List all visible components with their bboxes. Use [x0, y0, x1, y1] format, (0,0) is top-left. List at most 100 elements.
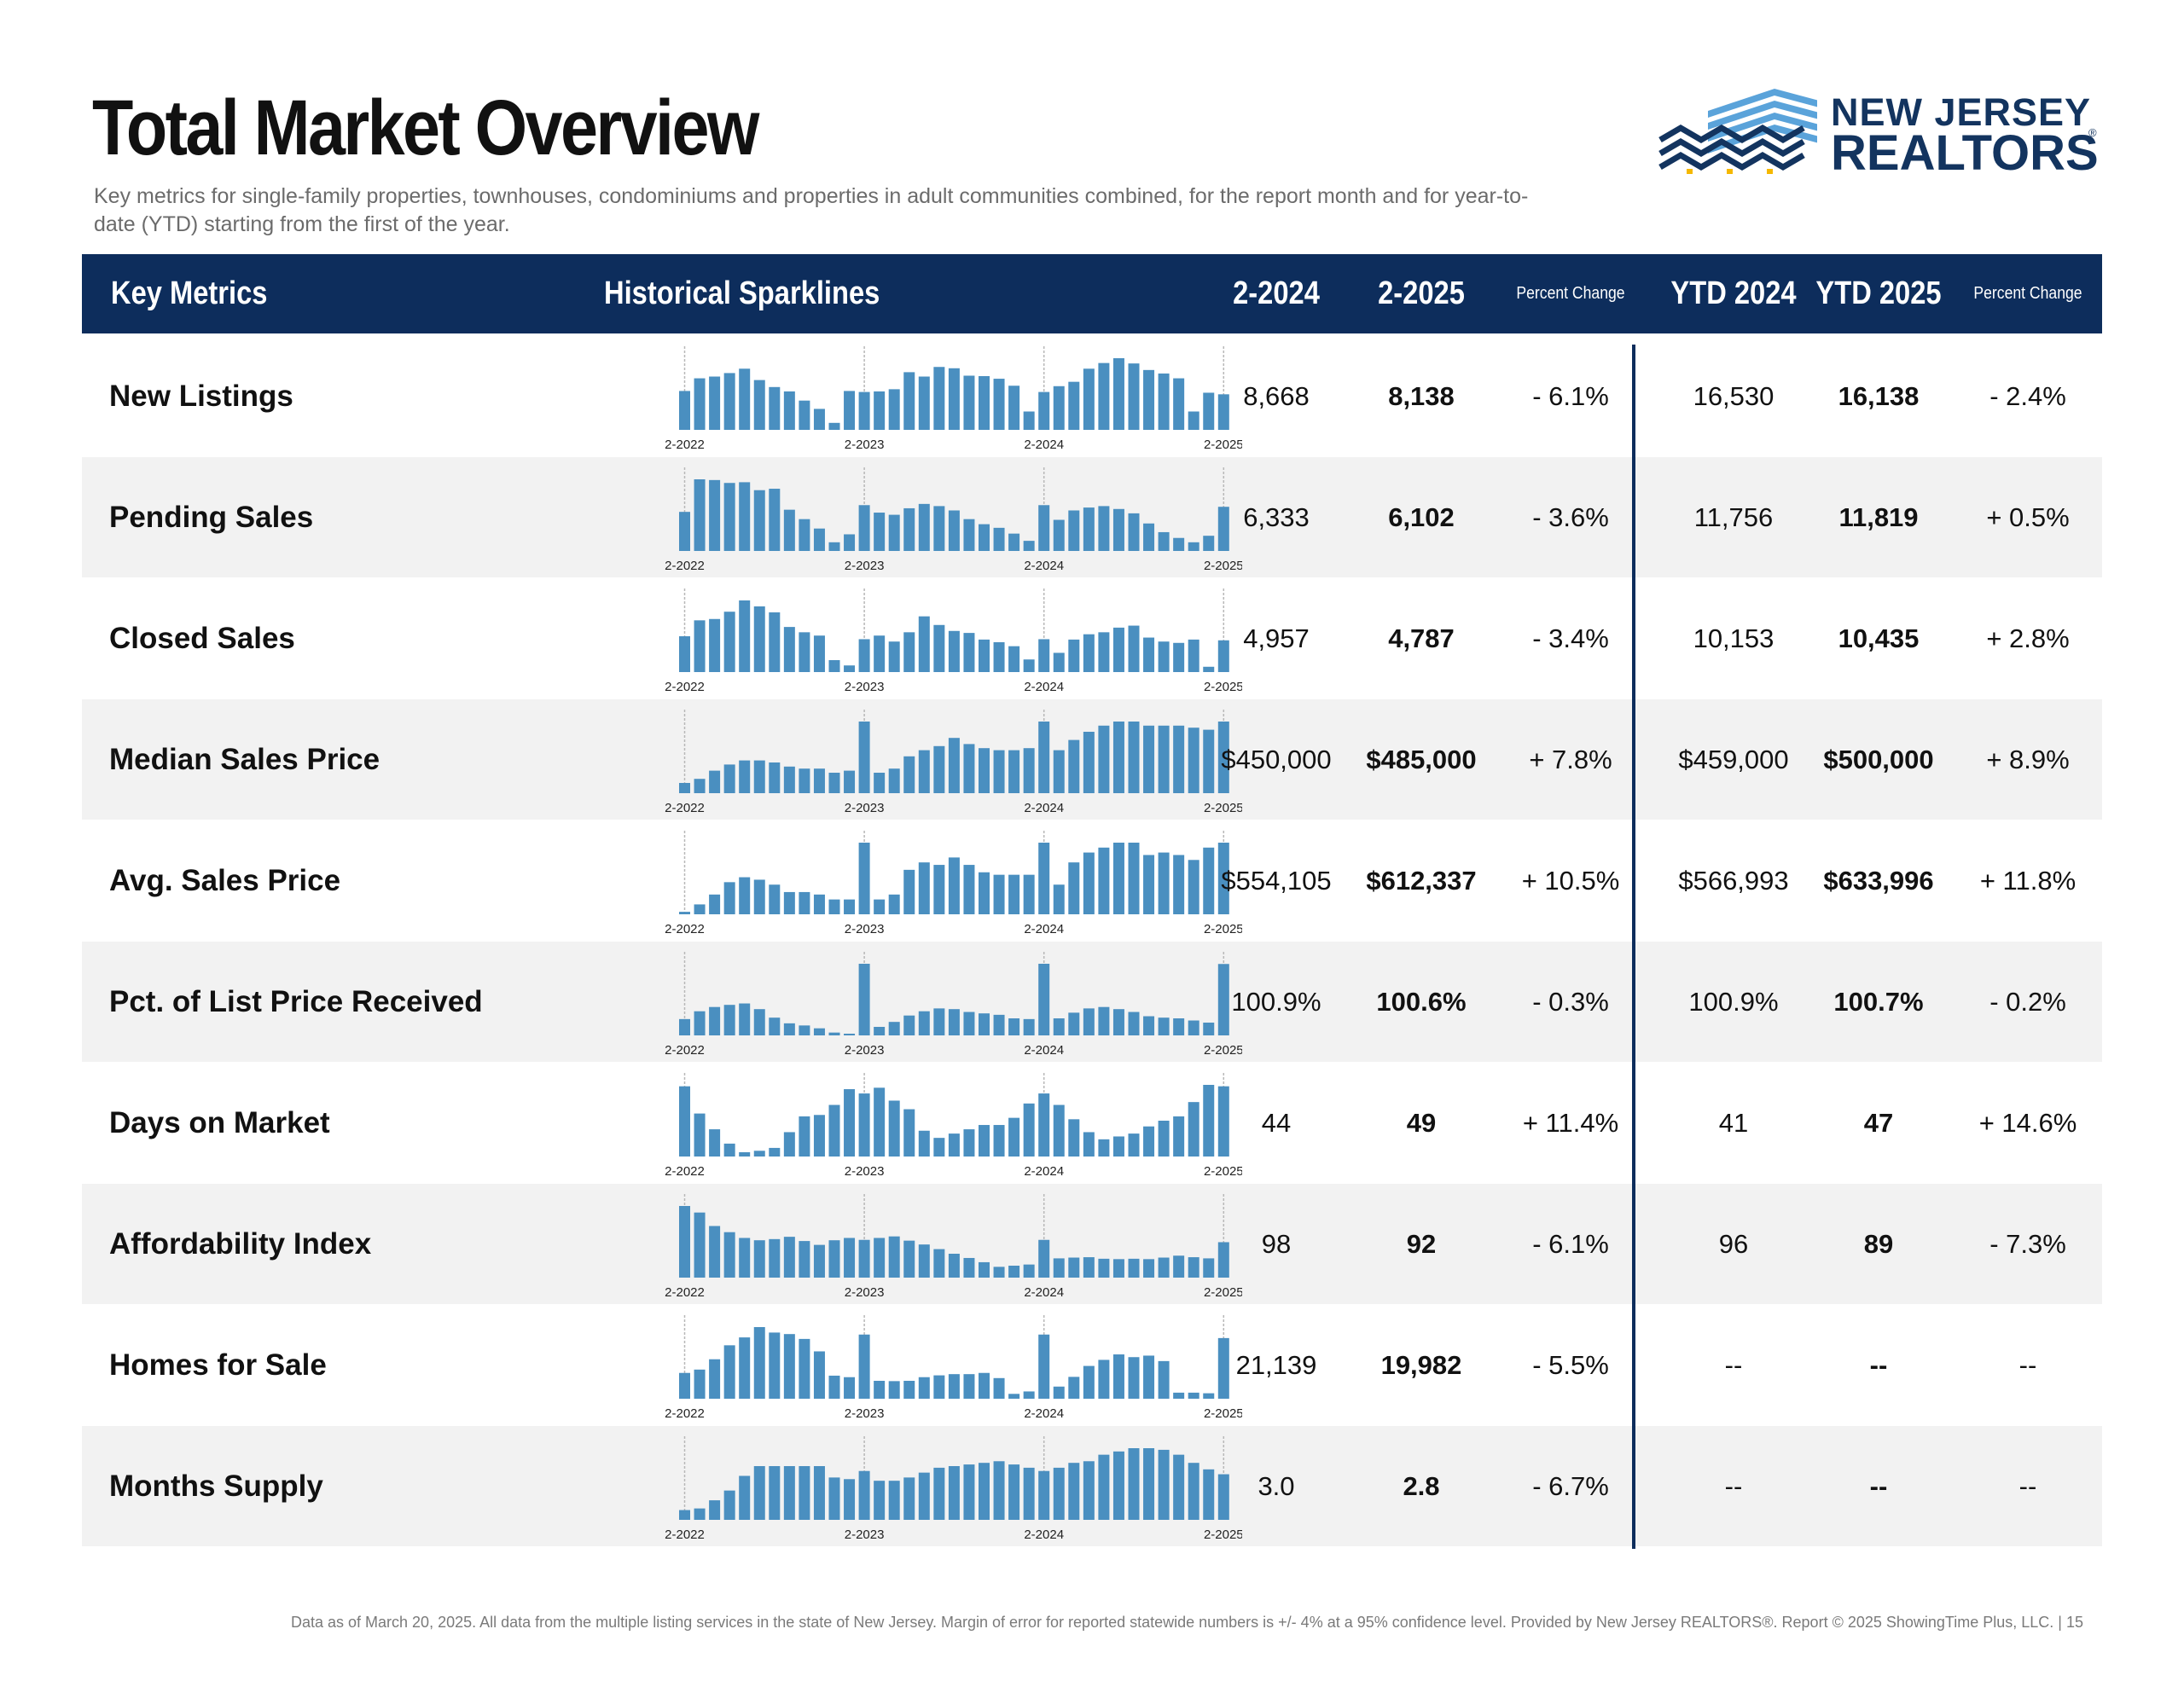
page-footer: Data as of March 20, 2025. All data from…	[290, 1614, 2083, 1631]
sparkline-bar	[874, 1481, 886, 1520]
ytd-pct-change: - 0.2%	[1989, 987, 2066, 1017]
sparkline-bar	[1203, 729, 1215, 793]
sparkline-bar	[1098, 725, 1110, 793]
sparkline-bar	[874, 1238, 886, 1278]
sparkline-bar	[903, 632, 915, 672]
sparkline-bar	[1188, 639, 1199, 672]
sparkline-bar	[1217, 1474, 1229, 1520]
sparkline-bar	[1128, 1133, 1140, 1157]
sparkline-bar	[1188, 411, 1199, 430]
value-2025: 100.6%	[1376, 987, 1467, 1017]
value-2024: 100.9%	[1231, 987, 1321, 1017]
sparkline-bar	[813, 1351, 825, 1399]
sparkline-bar	[1068, 1257, 1080, 1278]
sparkline-bar	[903, 1240, 915, 1278]
sparkline-bar	[903, 372, 915, 430]
sparkline-bar	[858, 1093, 870, 1157]
logo-line-2: REALTORS	[1831, 125, 2099, 181]
sparkline-bar	[1083, 1365, 1095, 1399]
sparkline-bar	[1173, 725, 1185, 793]
header-ytd-pct-change: Percent Change	[1973, 284, 2082, 303]
ytd-pct-change: + 0.5%	[1986, 502, 2070, 532]
sparkline-bar	[1038, 964, 1050, 1035]
sparkline-bar	[874, 1087, 886, 1157]
sparkline-bar	[979, 1261, 990, 1278]
sparkline-bar	[918, 376, 930, 430]
value-2025: 19,982	[1380, 1350, 1462, 1380]
sparkline-bar	[799, 1338, 810, 1399]
sparkline-bar	[888, 1481, 900, 1520]
sparkline-bar	[1023, 1264, 1035, 1278]
sparkline-tick-label: 2-2023	[845, 1406, 885, 1421]
sparkline-bar	[1038, 1334, 1050, 1399]
sparkline-bar	[723, 612, 735, 672]
ytd-2024: --	[1724, 1471, 1743, 1501]
sparkline-tick-label: 2-2025	[1204, 1043, 1242, 1058]
sparkline-bar	[783, 509, 795, 551]
sparkline-bar	[948, 368, 960, 430]
sparkline-tick-label: 2-2025	[1204, 1528, 1242, 1542]
sparkline-bar	[1038, 1239, 1050, 1278]
sparkline-bar	[828, 1240, 840, 1278]
sparkline-chart: 2-2022 2-2023 2-2024 2-2025	[665, 710, 1242, 815]
sparkline-bar	[1098, 1258, 1110, 1278]
sparkline-bar	[844, 1089, 856, 1157]
sparkline-bar	[1143, 1126, 1155, 1157]
sparkline-bar	[1217, 1337, 1229, 1399]
sparkline-bar	[1098, 1359, 1110, 1399]
page-subtitle: Key metrics for single-family properties…	[94, 184, 1529, 236]
sparkline-bar	[694, 1369, 706, 1399]
sparkline-bar	[679, 636, 690, 672]
sparkline-bar	[769, 489, 781, 551]
sparkline-bar	[1008, 646, 1020, 672]
sparkline-bar	[948, 510, 960, 551]
sparkline-bar	[723, 764, 735, 793]
sparkline-bar	[993, 642, 1005, 672]
sparkline-bar	[1158, 641, 1170, 672]
sparkline-bar	[979, 376, 990, 430]
table-row: Days on Market 2-2022 2-2023 2-2024 2-2025 44…	[82, 1063, 2102, 1183]
ytd-2025: 10,435	[1838, 623, 1920, 653]
sparkline-bar	[918, 1130, 930, 1157]
sparkline-bar	[963, 1257, 975, 1278]
sparkline-bar	[1143, 1016, 1155, 1035]
sparkline-bar	[1203, 1258, 1215, 1278]
sparkline-bar	[1053, 519, 1065, 551]
sparkline-bar	[1112, 627, 1124, 672]
pct-change: - 5.5%	[1532, 1350, 1609, 1380]
sparkline-bar	[1023, 874, 1035, 914]
table-row: New Listings 2-2022 2-2023 2-2024 2-2025 8,66…	[82, 336, 2102, 456]
sparkline-bar	[813, 1028, 825, 1035]
sparkline-bar	[963, 1012, 975, 1035]
sparkline-bar	[1112, 508, 1124, 551]
ytd-pct-change: --	[2018, 1350, 2037, 1380]
sparkline-bar	[1217, 507, 1229, 551]
sparkline-bar	[1068, 381, 1080, 430]
sparkline-tick-label: 2-2025	[1204, 438, 1242, 452]
sparkline-tick-label: 2-2022	[665, 801, 705, 815]
sparkline-bar	[1158, 725, 1170, 793]
sparkline-bar	[963, 744, 975, 793]
sparkline-bar	[993, 1125, 1005, 1157]
sparkline-bar	[903, 869, 915, 914]
value-2024: 4,957	[1243, 623, 1310, 653]
metric-label: Days on Market	[109, 1106, 330, 1139]
sparkline-bar	[1203, 1469, 1215, 1520]
sparkline-bar	[1098, 632, 1110, 672]
sparkline-bar	[783, 1334, 795, 1399]
sparkline-bar	[963, 375, 975, 430]
sparkline-bar	[903, 1477, 915, 1520]
sparkline-tick-label: 2-2025	[1204, 1164, 1242, 1179]
sparkline-bar	[709, 1006, 721, 1035]
sparkline-bar	[1112, 1136, 1124, 1157]
sparkline-bar	[918, 862, 930, 914]
sparkline-tick-label: 2-2023	[845, 1043, 885, 1058]
sparkline-bar	[709, 894, 721, 914]
sparkline-bar	[1173, 642, 1185, 672]
sparkline-bar	[1188, 542, 1199, 551]
ytd-2025: --	[1869, 1350, 1888, 1380]
ytd-2025: --	[1869, 1471, 1888, 1501]
sparkline-bar	[828, 773, 840, 793]
sparkline-bar	[1203, 1085, 1215, 1157]
value-2025: 49	[1406, 1108, 1437, 1138]
